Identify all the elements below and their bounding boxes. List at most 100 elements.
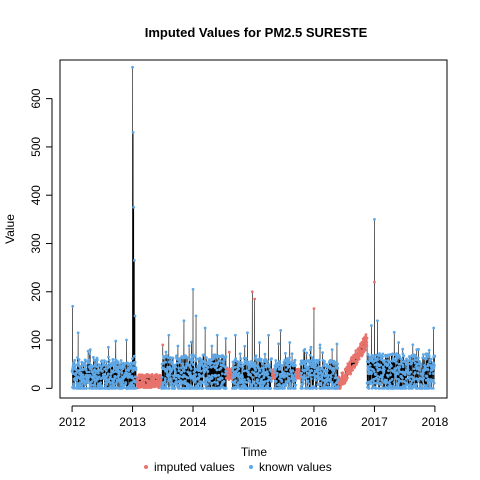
known-point	[400, 360, 404, 364]
known-point	[113, 361, 117, 365]
known-point	[397, 368, 401, 372]
known-point	[243, 378, 246, 382]
known-point	[291, 369, 295, 373]
known-point	[376, 319, 379, 323]
known-point	[254, 368, 258, 372]
known-point	[233, 379, 237, 383]
known-point	[325, 372, 329, 375]
known-point	[241, 375, 244, 379]
known-point	[336, 385, 340, 388]
imputed-point	[142, 381, 146, 385]
imputed-point	[373, 280, 376, 284]
chart-title: Imputed Values for PM2.5 SURESTE	[145, 25, 368, 40]
known-point	[432, 326, 436, 330]
known-point	[422, 353, 425, 357]
known-point	[195, 357, 198, 361]
known-point	[398, 365, 402, 369]
known-point	[432, 381, 436, 385]
y-tick-label: 400	[29, 185, 43, 205]
known-point	[171, 356, 175, 360]
known-point	[389, 373, 392, 377]
known-point	[175, 354, 178, 358]
known-point	[188, 371, 192, 375]
known-point	[203, 361, 207, 364]
known-point	[284, 352, 287, 355]
known-point	[167, 333, 171, 337]
known-point	[220, 377, 224, 380]
imputed-point	[272, 373, 276, 376]
known-point	[257, 386, 261, 390]
imputed-point	[297, 368, 301, 371]
imputed-point	[161, 343, 165, 347]
known-point	[182, 319, 186, 323]
known-point	[87, 361, 91, 365]
known-point	[324, 365, 328, 369]
known-point	[171, 360, 174, 364]
known-point	[422, 376, 425, 380]
known-point	[132, 354, 136, 358]
known-point	[309, 345, 313, 349]
known-point	[316, 361, 320, 365]
known-point	[308, 353, 312, 357]
known-point	[319, 383, 323, 387]
known-point	[204, 364, 208, 368]
known-point	[317, 368, 321, 371]
known-point	[83, 361, 87, 365]
known-point	[133, 360, 137, 364]
known-point	[288, 364, 291, 368]
known-point	[269, 369, 273, 373]
known-point	[185, 356, 189, 360]
imputed-point	[158, 373, 162, 377]
known-point	[416, 386, 420, 390]
known-point	[288, 382, 292, 386]
known-point	[215, 333, 219, 337]
known-point	[117, 373, 121, 377]
known-point	[106, 364, 109, 367]
known-point	[376, 374, 380, 378]
known-point	[95, 361, 98, 365]
known-point	[293, 358, 297, 362]
known-point	[392, 357, 396, 361]
known-point	[85, 386, 88, 390]
known-point	[204, 356, 208, 360]
known-point	[414, 354, 418, 358]
known-point	[391, 352, 395, 356]
known-point	[395, 352, 399, 356]
known-point	[85, 381, 89, 384]
known-point	[422, 356, 426, 360]
known-point	[224, 386, 228, 390]
imputed-point	[297, 370, 301, 374]
known-point	[402, 354, 406, 358]
known-point	[404, 384, 407, 388]
known-point	[383, 359, 387, 362]
known-point	[277, 342, 280, 346]
known-point	[409, 382, 413, 385]
known-point	[103, 363, 107, 367]
known-point	[224, 365, 227, 369]
known-point	[277, 383, 281, 387]
known-point	[279, 366, 283, 370]
known-point	[184, 366, 188, 370]
known-point	[251, 376, 254, 379]
known-point	[370, 371, 373, 375]
known-point	[206, 370, 210, 373]
known-point	[288, 356, 292, 359]
x-tick-label: 2014	[180, 415, 207, 429]
y-tick-label: 600	[29, 88, 43, 108]
known-point	[178, 386, 182, 390]
series-imputed-points	[134, 280, 376, 390]
known-point	[306, 379, 310, 383]
known-point	[202, 353, 206, 357]
known-point	[234, 357, 238, 361]
known-point	[212, 362, 216, 366]
known-point	[266, 359, 269, 363]
known-point	[160, 375, 164, 379]
known-point	[90, 383, 93, 387]
known-point	[275, 371, 279, 375]
known-point	[317, 358, 321, 362]
known-point	[421, 379, 425, 382]
known-point	[381, 365, 385, 369]
known-point	[396, 356, 399, 360]
known-point	[112, 370, 116, 374]
known-point	[250, 384, 254, 388]
